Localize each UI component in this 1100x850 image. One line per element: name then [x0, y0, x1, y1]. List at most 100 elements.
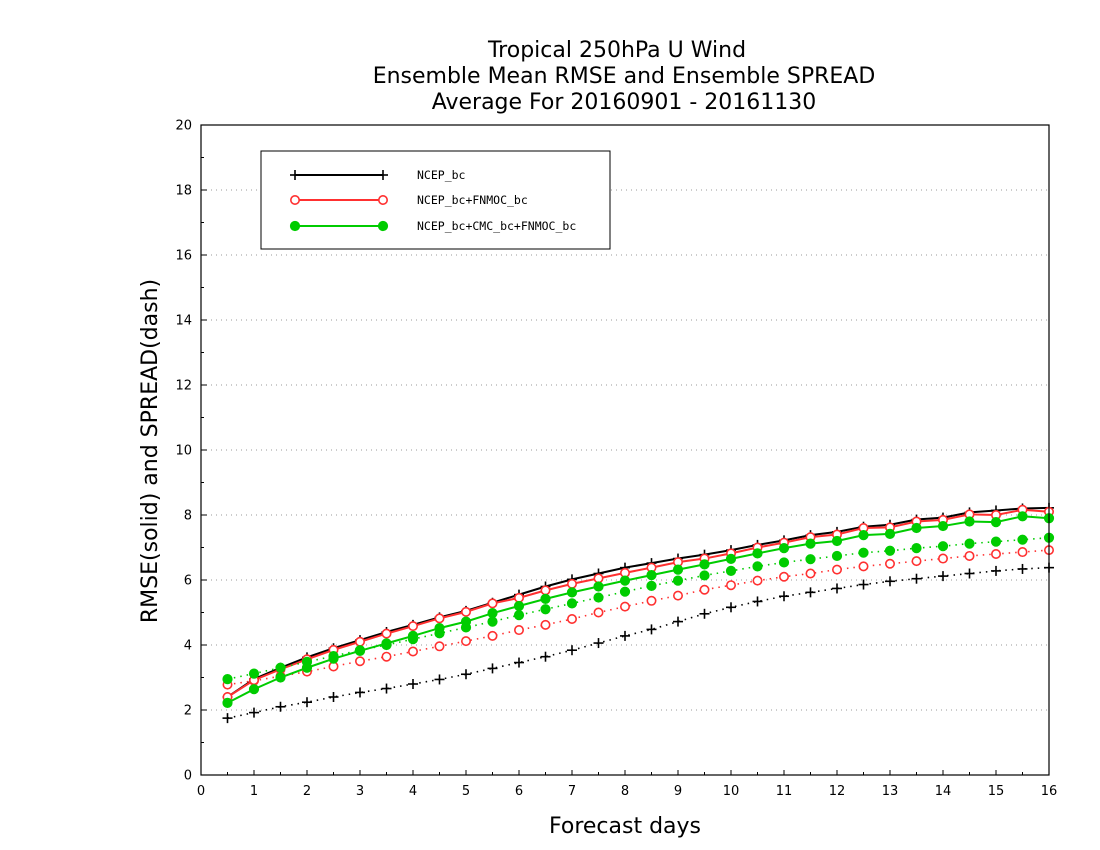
rmse-line — [226, 508, 1050, 698]
x-tick-label: 6 — [515, 784, 523, 799]
spread-point — [275, 662, 286, 673]
rmse-point — [646, 570, 657, 581]
rmse-line — [227, 515, 1050, 704]
x-axis-title: Forecast days — [549, 814, 701, 839]
spread-point — [911, 573, 922, 584]
spread-point — [593, 638, 604, 649]
rmse-point — [725, 553, 737, 564]
spread-point — [593, 607, 604, 618]
spread-point — [566, 613, 577, 624]
spread-point — [937, 553, 948, 564]
spread-point — [858, 547, 869, 558]
rmse-point — [434, 613, 445, 624]
spread-point — [540, 604, 551, 615]
spread-point — [381, 683, 392, 694]
spread-point — [566, 598, 578, 609]
spread-point — [858, 561, 869, 572]
rmse-point — [593, 573, 604, 584]
rmse-point — [513, 592, 524, 603]
x-tick-label: 4 — [409, 784, 417, 799]
spread-point — [752, 596, 763, 607]
y-tick-label: 14 — [175, 314, 192, 329]
rmse-line — [226, 506, 1050, 698]
x-tick-label: 9 — [674, 784, 682, 799]
x-tick-label: 2 — [303, 784, 311, 799]
rmse-point — [964, 516, 975, 527]
rmse-point — [460, 606, 471, 617]
y-tick-label: 18 — [175, 184, 192, 199]
rmse-point — [937, 520, 949, 532]
legend-label: NCEP_bc — [417, 168, 465, 182]
spread-point — [805, 568, 816, 579]
spread-point — [248, 668, 260, 679]
spread-point — [699, 570, 710, 581]
spread-point — [672, 590, 683, 601]
rmse-point — [778, 543, 790, 554]
spread-point — [619, 601, 630, 612]
legend-item: NCEP_bc+FNMOC_bc — [289, 193, 528, 207]
legend-marker — [377, 220, 389, 232]
y-tick-label: 2 — [184, 704, 192, 719]
rmse-point — [831, 535, 843, 547]
spread-point — [620, 630, 630, 641]
spread-point — [805, 554, 816, 565]
spread-point — [858, 579, 869, 590]
series-NCEP_bc — [222, 502, 1054, 724]
rmse-point — [354, 636, 365, 647]
rmse-point — [619, 575, 631, 586]
spread-point — [832, 583, 842, 594]
x-tick-label: 3 — [356, 784, 364, 799]
y-tick-label: 8 — [184, 509, 192, 524]
spread-point — [673, 616, 683, 627]
spread-point — [222, 713, 233, 724]
spread-point — [275, 701, 286, 712]
x-tick-label: 11 — [776, 784, 793, 799]
rmse-point — [513, 600, 525, 612]
spread-point — [381, 651, 392, 662]
spread-point — [328, 692, 339, 702]
rmse-point — [275, 672, 286, 683]
rmse-point — [381, 628, 392, 639]
spread-point — [752, 561, 763, 572]
spread-point — [885, 576, 895, 587]
spread-point — [540, 619, 551, 630]
x-tick-label: 8 — [621, 784, 629, 799]
spread-point — [514, 657, 524, 668]
rmse-point — [593, 581, 604, 592]
spread-point — [540, 651, 551, 662]
x-tick-label: 10 — [723, 784, 740, 799]
legend-label: NCEP_bc+FNMOC_bc — [417, 193, 528, 207]
rmse-point — [540, 585, 551, 596]
spread-point — [249, 707, 259, 718]
spread-point — [646, 580, 657, 591]
x-tick-label: 7 — [568, 784, 576, 799]
spread-point — [911, 556, 922, 567]
y-tick-label: 4 — [184, 639, 192, 654]
x-axis: 0 1 2 3 4 5 6 7 8 9 10 11 12 13 14 15 16 — [197, 770, 1057, 799]
x-tick-label: 1 — [250, 784, 258, 799]
spread-point — [460, 636, 471, 647]
rmse-point — [487, 608, 498, 619]
rmse-point — [222, 697, 233, 708]
spread-point — [726, 602, 736, 613]
spread-point — [487, 616, 498, 627]
x-tick-label: 14 — [935, 784, 952, 799]
rmse-point — [407, 621, 418, 632]
rmse-point — [540, 593, 551, 604]
rmse-point — [381, 638, 392, 649]
spread-point — [513, 625, 524, 636]
rmse-point — [301, 662, 313, 673]
x-tick-label: 0 — [197, 784, 205, 799]
rmse-point — [354, 645, 366, 656]
series-NCEP_bc+FNMOC_bc — [222, 504, 1055, 702]
legend-item: NCEP_bc — [290, 168, 465, 182]
spread-point — [1017, 563, 1028, 574]
rmse-point — [990, 517, 1002, 528]
rmse-point — [858, 530, 869, 541]
spread-point — [884, 545, 896, 556]
legend-marker — [290, 170, 300, 180]
spread-point — [1017, 534, 1028, 545]
spread-point — [990, 548, 1001, 559]
spread-point — [937, 541, 949, 552]
